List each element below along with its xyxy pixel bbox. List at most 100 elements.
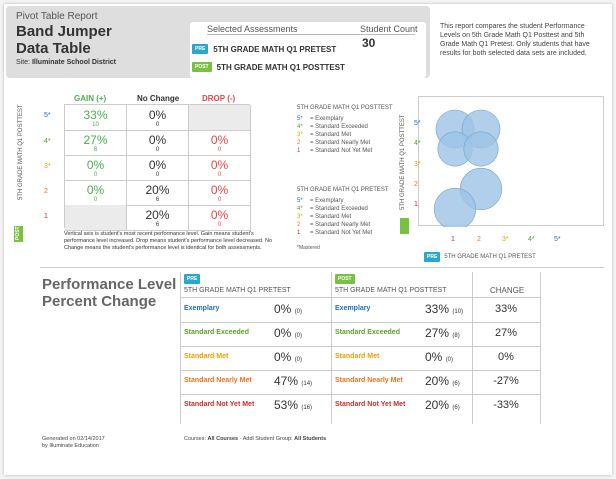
site-line: Site: Illuminate School District [16, 59, 116, 66]
bubble-x-label: 1 [451, 236, 455, 243]
change-column-header: CHANGE [490, 286, 525, 295]
post-value: 20% (6) [425, 398, 460, 412]
change-value: -27% [493, 375, 519, 387]
pivot-cell: 20% 6 [127, 205, 189, 231]
bubble-chart-frame [418, 96, 604, 231]
level-label: Standard Nearly Met [184, 377, 252, 384]
level-label: Standard Met [184, 353, 229, 360]
pivot-cell: 0% 0 [127, 130, 189, 156]
pivot-cell: 0% 0 [189, 155, 251, 181]
row-label-2: 2 [44, 188, 48, 195]
row-label-5: 5* [44, 112, 51, 119]
section-divider [40, 267, 604, 268]
bubble-chart [433, 109, 503, 231]
change-value: 0% [498, 351, 514, 363]
level-label: Standard Exceeded [184, 329, 249, 336]
level-label: Standard Not Yet Met [335, 401, 406, 408]
pivot-cell: 0% 0 [189, 130, 251, 156]
legend-item: 4* = Standard Exceeded [297, 206, 368, 212]
pivot-cell: 0% 0 [189, 180, 251, 206]
pre-assessment-row: PRE 5TH GRADE MATH Q1 PRETEST [192, 44, 336, 54]
post-value: 20% (6) [425, 374, 460, 388]
post-tag-vertical [400, 218, 409, 234]
selected-assessments-label: Selected Assessments [207, 24, 298, 34]
post-tag: POST [192, 62, 212, 72]
col-nochange-header: No Change [137, 94, 180, 103]
level-label: Standard Not Yet Met [184, 401, 255, 408]
bubble-5 [433, 187, 477, 231]
legend-item: 1 = Standard Not Yet Met [297, 230, 373, 236]
selected-assessments-panel [190, 22, 426, 78]
report-page [4, 4, 612, 475]
table-divider [540, 272, 541, 424]
report-title-line2: Data Table [16, 40, 91, 57]
pre-column-header: 5TH GRADE MATH Q1 PRETEST [184, 287, 291, 294]
row-label-1: 1 [44, 213, 48, 220]
bubble-x-axis-title: 5TH GRADE MATH Q1 PRETEST [444, 254, 536, 260]
table-divider [331, 272, 332, 424]
post-column-header: 5TH GRADE MATH Q1 POSTTEST [335, 287, 447, 294]
bubble-vertical-axis-label: 5TH GRADE MATH Q1 POSTTEST [400, 114, 406, 210]
student-count-value: 30 [362, 36, 376, 50]
col-gain-header: GAIN (+) [74, 94, 107, 103]
pre-tag: PRE [184, 274, 201, 284]
post-assessment-name: 5TH GRADE MATH Q1 POSTTEST [216, 62, 345, 72]
site-name: Illuminate School District [31, 59, 116, 66]
level-label: Exemplary [335, 305, 371, 312]
pre-value: 47% (14) [274, 374, 313, 388]
pre-value: 0% (0) [274, 326, 303, 340]
legend-posttest: 5TH GRADE MATH Q1 POSTTEST 5* = Exemplary… [297, 104, 393, 155]
level-label: Standard Exceeded [335, 329, 400, 336]
pivot-vertical-axis-label: 5TH GRADE MATH Q1 POSTTEST [18, 104, 24, 200]
pre-tag: PRE [192, 44, 209, 54]
pivot-cell: 0% 0 [127, 155, 189, 181]
change-value: -33% [493, 399, 519, 411]
table-divider [180, 370, 540, 371]
pre-tag: PRE [424, 252, 441, 262]
table-divider [180, 346, 540, 347]
bubble-y-label: 4* [414, 140, 421, 147]
footer-filters: Courses: All Courses · Addl Student Grou… [184, 436, 327, 442]
bubble-x-axis-label: PRE 5TH GRADE MATH Q1 PRETEST [424, 252, 536, 262]
legend-pretest-title: 5TH GRADE MATH Q1 PRETEST [297, 187, 389, 193]
pivot-cell: 33% 10 [65, 105, 127, 131]
post-tag-vertical: POST [14, 226, 23, 242]
pivot-cell: 0% 0 [65, 180, 127, 206]
report-title-line1: Band Jumper [16, 23, 112, 40]
level-label: Standard Met [335, 353, 380, 360]
bubble-y-label: 2 [414, 181, 418, 188]
pre-value: 0% (0) [274, 350, 303, 364]
report-header: Pivot Table Report Band Jumper Data Tabl… [6, 6, 430, 78]
level-label: Exemplary [184, 305, 220, 312]
legend-item: 3* = Standard Met [297, 132, 352, 138]
table-divider [180, 272, 181, 424]
row-label-3: 3* [44, 163, 51, 170]
table-divider [180, 297, 540, 298]
post-tag: POST [335, 274, 355, 284]
legend-item: 5* = Exemplary [297, 198, 344, 204]
pivot-cell: 0% 0 [189, 205, 251, 231]
legend-pretest: 5TH GRADE MATH Q1 PRETEST 5* = Exemplary … [297, 186, 389, 237]
col-drop-header: DROP (-) [202, 94, 236, 103]
pivot-cell: 0% 0 [65, 155, 127, 181]
percent-change-title: Performance Level Percent Change [42, 276, 177, 310]
student-count-label: Student Count [360, 24, 418, 34]
bubble-3 [463, 131, 499, 167]
bubble-x-label: 3* [502, 236, 509, 243]
legend-item: 2 = Standard Nearly Met [297, 222, 371, 228]
change-value: 27% [494, 327, 518, 339]
legend-item: 3* = Standard Met [297, 214, 352, 220]
row-label-4: 4* [44, 138, 51, 145]
divider [207, 34, 415, 35]
pivot-cell-empty [65, 205, 127, 231]
pivot-cell: 27% 8 [65, 130, 127, 156]
footer-generated: Generated on 02/14/2017 by Illuminate Ed… [42, 436, 105, 450]
pivot-cell: 20% 6 [127, 180, 189, 206]
table-divider [180, 322, 540, 323]
bubble-y-label: 3* [414, 161, 421, 168]
mastered-note: *Mastered [297, 245, 320, 251]
bubble-x-label: 5* [554, 236, 561, 243]
change-value: 33% [494, 303, 518, 315]
table-divider [180, 394, 540, 395]
legend-item: 2 = Standard Nearly Met [297, 140, 371, 146]
